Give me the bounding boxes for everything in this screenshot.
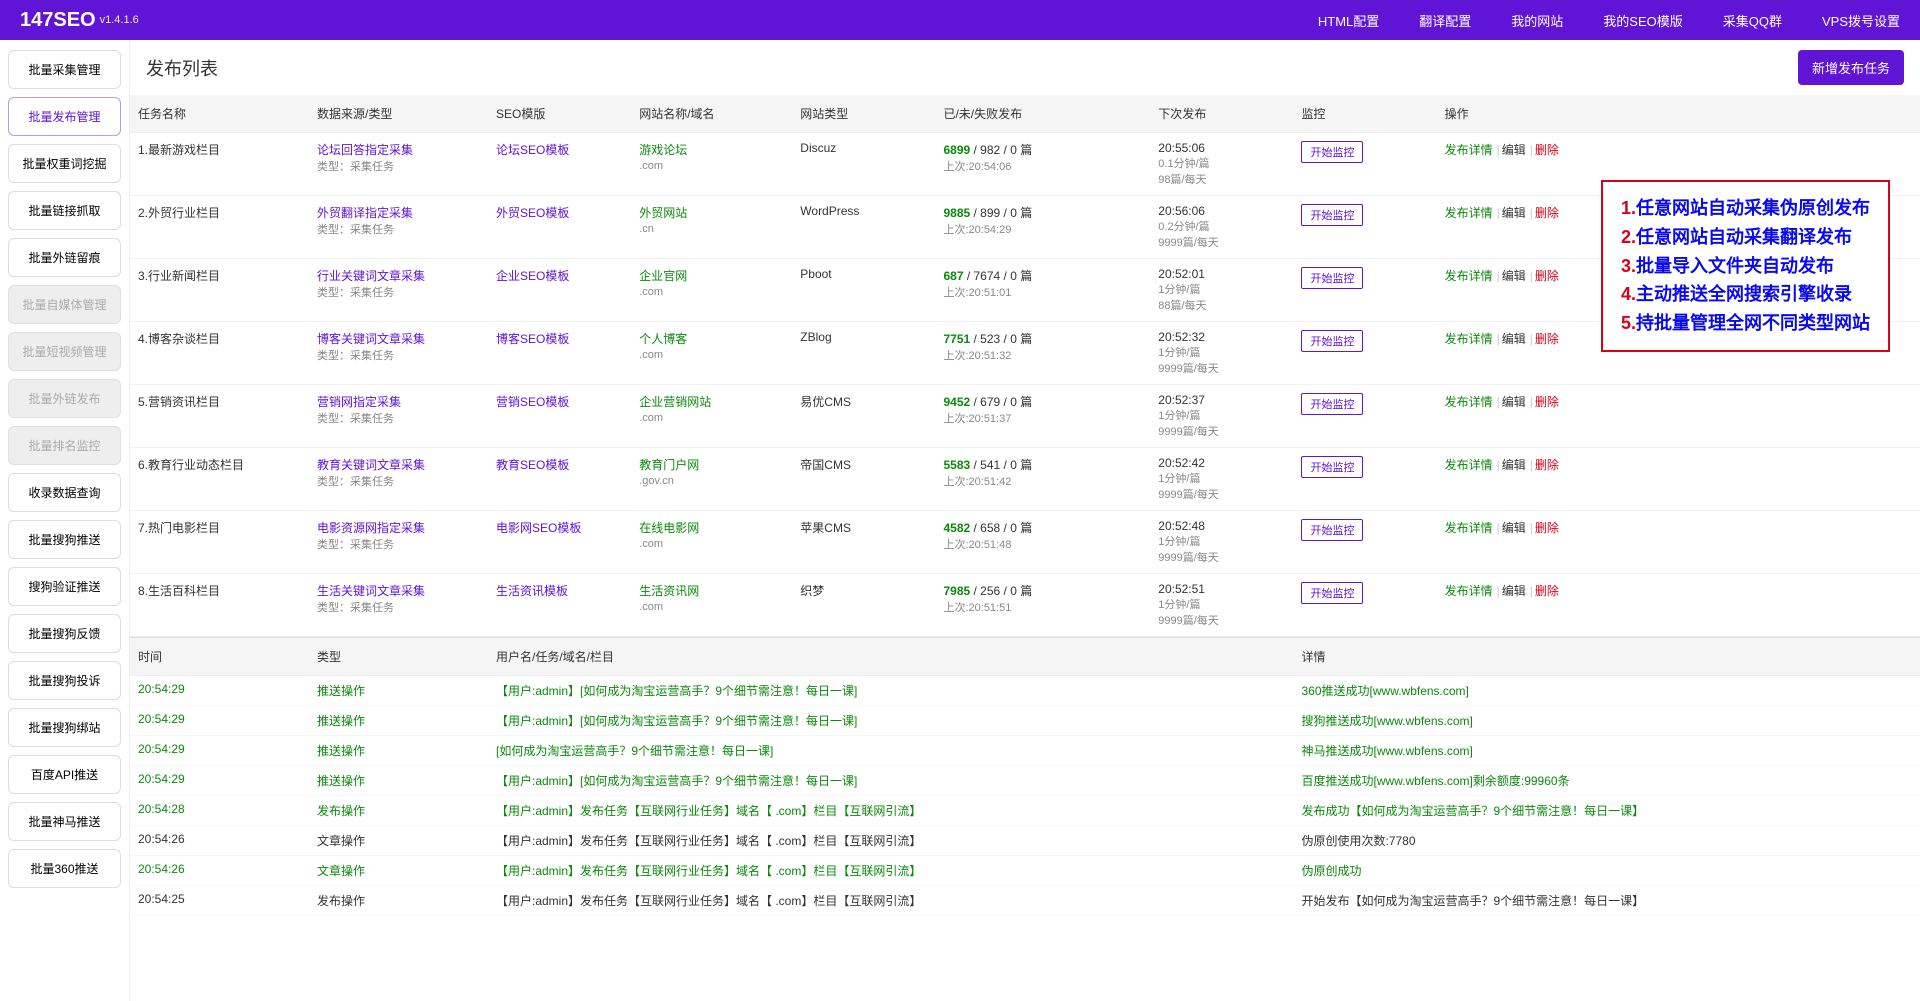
edit-link[interactable]: 编辑	[1502, 269, 1526, 283]
overlay-line-4: 4.主动推送全网搜索引擎收录	[1621, 280, 1870, 309]
log-table: 时间类型用户名/任务/域名/栏目详情 20:54:29推送操作【用户:admin…	[130, 637, 1920, 916]
task-col-5: 已/未/失败发布	[935, 95, 1150, 133]
sidebar-item-搜狗验证推送[interactable]: 搜狗验证推送	[8, 567, 121, 606]
sidebar-item-批量360推送[interactable]: 批量360推送	[8, 849, 121, 888]
detail-link[interactable]: 发布详情	[1445, 332, 1493, 346]
table-row: 7.热门电影栏目电影资源网指定采集类型：采集任务电影网SEO模板在线电影网.co…	[130, 511, 1920, 574]
task-col-0: 任务名称	[130, 95, 309, 133]
sidebar-item-批量自媒体管理: 批量自媒体管理	[8, 285, 121, 324]
log-row: 20:54:28发布操作【用户:admin】发布任务【互联网行业任务】域名【 .…	[130, 796, 1920, 826]
task-col-7: 监控	[1293, 95, 1436, 133]
task-col-4: 网站类型	[792, 95, 935, 133]
detail-link[interactable]: 发布详情	[1445, 206, 1493, 220]
sidebar-item-批量排名监控: 批量排名监控	[8, 426, 121, 465]
table-row: 5.营销资讯栏目营销网指定采集类型：采集任务营销SEO模板企业营销网站.com易…	[130, 385, 1920, 448]
overlay-line-5: 5.持批量管理全网不同类型网站	[1621, 309, 1870, 338]
delete-link[interactable]: 删除	[1535, 269, 1559, 283]
sidebar-item-批量搜狗推送[interactable]: 批量搜狗推送	[8, 520, 121, 559]
monitor-button[interactable]: 开始监控	[1301, 393, 1363, 415]
detail-link[interactable]: 发布详情	[1445, 458, 1493, 472]
feature-overlay: 1.任意网站自动采集伪原创发布2.任意网站自动采集翻译发布3.批量导入文件夹自动…	[1601, 180, 1890, 352]
task-col-3: 网站名称/域名	[631, 95, 792, 133]
table-row: 8.生活百科栏目生活关键词文章采集类型：采集任务生活资讯模板生活资讯网.com织…	[130, 574, 1920, 637]
task-col-2: SEO模版	[488, 95, 631, 133]
log-row: 20:54:26文章操作【用户:admin】发布任务【互联网行业任务】域名【 .…	[130, 826, 1920, 856]
nav-HTML配置[interactable]: HTML配置	[1318, 11, 1379, 30]
sidebar-item-批量搜狗绑站[interactable]: 批量搜狗绑站	[8, 708, 121, 747]
top-header: 147SEO v1.4.1.6 HTML配置 翻译配置 我的网站 我的SEO模版 采集Q…	[0, 0, 1920, 40]
add-publish-task-button[interactable]: 新增发布任务	[1798, 50, 1904, 85]
nav-我的SEO模版[interactable]: 我的SEO模版	[1603, 11, 1682, 30]
monitor-button[interactable]: 开始监控	[1301, 204, 1363, 226]
monitor-button[interactable]: 开始监控	[1301, 267, 1363, 289]
sidebar-item-批量权重词挖掘[interactable]: 批量权重词挖掘	[8, 144, 121, 183]
log-row: 20:54:29推送操作【用户:admin】[如何成为淘宝运营高手？9个细节需注…	[130, 676, 1920, 706]
monitor-button[interactable]: 开始监控	[1301, 519, 1363, 541]
log-col-0: 时间	[130, 638, 309, 676]
table-row: 6.教育行业动态栏目教育关键词文章采集类型：采集任务教育SEO模板教育门户网.g…	[130, 448, 1920, 511]
sidebar-item-收录数据查询[interactable]: 收录数据查询	[8, 473, 121, 512]
version: v1.4.1.6	[100, 14, 139, 26]
task-col-1: 数据来源/类型	[309, 95, 488, 133]
nav-VPS拨号设置[interactable]: VPS拨号设置	[1822, 11, 1900, 30]
main-panel: 发布列表 新增发布任务 任务名称数据来源/类型SEO模版网站名称/域名网站类型已…	[130, 40, 1920, 1001]
nav-翻译配置[interactable]: 翻译配置	[1419, 11, 1471, 30]
overlay-line-3: 3.批量导入文件夹自动发布	[1621, 252, 1870, 281]
overlay-line-1: 1.任意网站自动采集伪原创发布	[1621, 194, 1870, 223]
logo: 147SEO	[20, 9, 96, 32]
edit-link[interactable]: 编辑	[1502, 332, 1526, 346]
sidebar-item-批量神马推送[interactable]: 批量神马推送	[8, 802, 121, 841]
log-row: 20:54:29推送操作【用户:admin】[如何成为淘宝运营高手？9个细节需注…	[130, 766, 1920, 796]
edit-link[interactable]: 编辑	[1502, 395, 1526, 409]
sidebar: 批量采集管理批量发布管理批量权重词挖掘批量链接抓取批量外链留痕批量自媒体管理批量…	[0, 40, 130, 1001]
log-col-3: 详情	[1294, 638, 1920, 676]
delete-link[interactable]: 删除	[1535, 143, 1559, 157]
page-title: 发布列表	[146, 55, 218, 81]
log-row: 20:54:26文章操作【用户:admin】发布任务【互联网行业任务】域名【 .…	[130, 856, 1920, 886]
delete-link[interactable]: 删除	[1535, 584, 1559, 598]
log-col-1: 类型	[309, 638, 488, 676]
edit-link[interactable]: 编辑	[1502, 206, 1526, 220]
log-row: 20:54:29推送操作[如何成为淘宝运营高手？9个细节需注意！每日一课]神马推…	[130, 736, 1920, 766]
sidebar-item-百度API推送[interactable]: 百度API推送	[8, 755, 121, 794]
task-col-8: 操作	[1437, 95, 1920, 133]
monitor-button[interactable]: 开始监控	[1301, 582, 1363, 604]
monitor-button[interactable]: 开始监控	[1301, 330, 1363, 352]
detail-link[interactable]: 发布详情	[1445, 521, 1493, 535]
delete-link[interactable]: 删除	[1535, 458, 1559, 472]
sidebar-item-批量链接抓取[interactable]: 批量链接抓取	[8, 191, 121, 230]
detail-link[interactable]: 发布详情	[1445, 143, 1493, 157]
sidebar-item-批量搜狗反馈[interactable]: 批量搜狗反馈	[8, 614, 121, 653]
nav-采集QQ群[interactable]: 采集QQ群	[1723, 11, 1782, 30]
edit-link[interactable]: 编辑	[1502, 521, 1526, 535]
sidebar-item-批量短视频管理: 批量短视频管理	[8, 332, 121, 371]
detail-link[interactable]: 发布详情	[1445, 395, 1493, 409]
detail-link[interactable]: 发布详情	[1445, 584, 1493, 598]
nav-我的网站[interactable]: 我的网站	[1511, 11, 1563, 30]
sidebar-item-批量外链留痕[interactable]: 批量外链留痕	[8, 238, 121, 277]
edit-link[interactable]: 编辑	[1502, 584, 1526, 598]
monitor-button[interactable]: 开始监控	[1301, 141, 1363, 163]
sidebar-item-批量采集管理[interactable]: 批量采集管理	[8, 50, 121, 89]
overlay-line-2: 2.任意网站自动采集翻译发布	[1621, 223, 1870, 252]
log-row: 20:54:29推送操作【用户:admin】[如何成为淘宝运营高手？9个细节需注…	[130, 706, 1920, 736]
monitor-button[interactable]: 开始监控	[1301, 456, 1363, 478]
log-row: 20:54:25发布操作【用户:admin】发布任务【互联网行业任务】域名【 .…	[130, 886, 1920, 916]
log-col-2: 用户名/任务/域名/栏目	[488, 638, 1294, 676]
delete-link[interactable]: 删除	[1535, 206, 1559, 220]
delete-link[interactable]: 删除	[1535, 332, 1559, 346]
sidebar-item-批量搜狗投诉[interactable]: 批量搜狗投诉	[8, 661, 121, 700]
top-nav: HTML配置 翻译配置 我的网站 我的SEO模版 采集QQ群 VPS拨号设置	[1318, 11, 1900, 30]
edit-link[interactable]: 编辑	[1502, 143, 1526, 157]
task-table: 任务名称数据来源/类型SEO模版网站名称/域名网站类型已/未/失败发布下次发布监…	[130, 95, 1920, 637]
task-col-6: 下次发布	[1150, 95, 1293, 133]
edit-link[interactable]: 编辑	[1502, 458, 1526, 472]
detail-link[interactable]: 发布详情	[1445, 269, 1493, 283]
delete-link[interactable]: 删除	[1535, 521, 1559, 535]
delete-link[interactable]: 删除	[1535, 395, 1559, 409]
sidebar-item-批量发布管理[interactable]: 批量发布管理	[8, 97, 121, 136]
sidebar-item-批量外链发布: 批量外链发布	[8, 379, 121, 418]
